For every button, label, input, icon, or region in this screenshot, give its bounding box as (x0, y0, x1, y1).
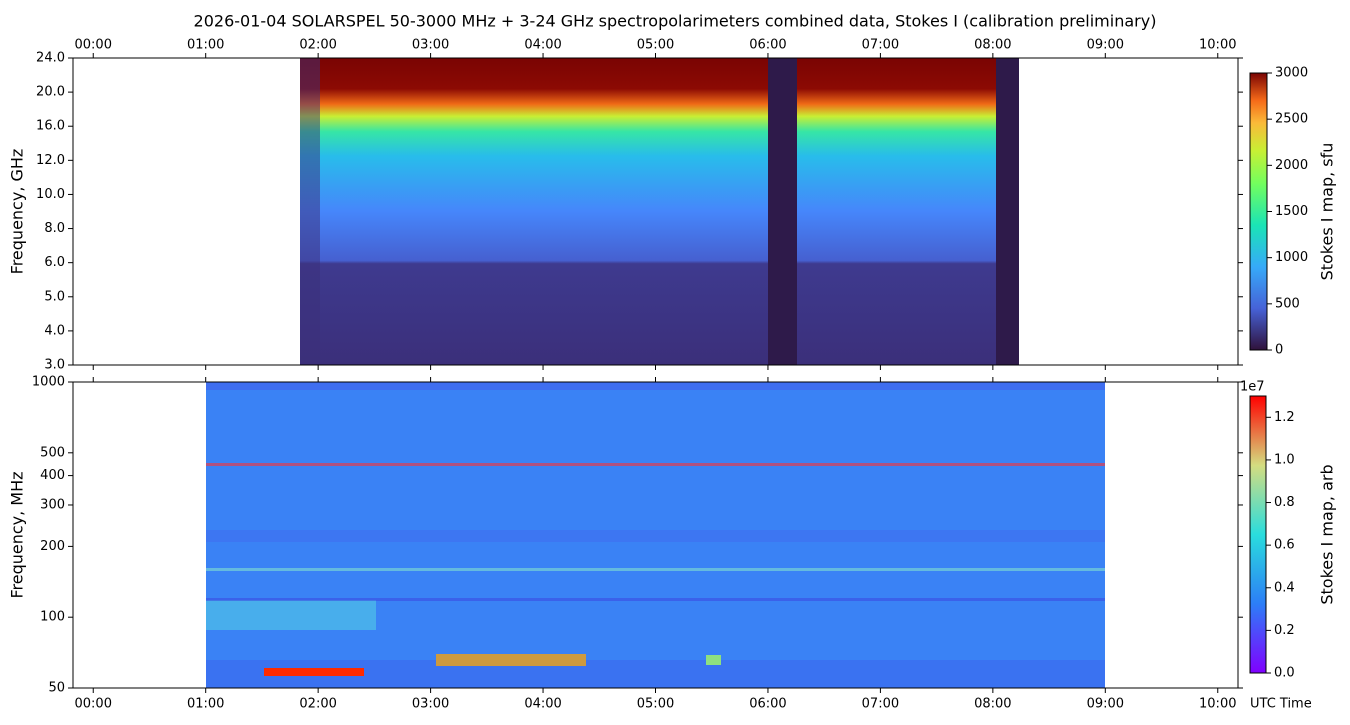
x-tick-label: 06:00 (749, 697, 786, 712)
x-tick-label: 01:00 (187, 697, 224, 712)
colorbar-tick-label: 1.0 (1274, 452, 1295, 467)
x-tick-label: 04:00 (524, 697, 561, 712)
x-tick-label: 03:00 (412, 697, 449, 712)
colorbar-tick-label: 1500 (1275, 204, 1308, 219)
colorbar (1250, 396, 1266, 673)
x-tick-label: 10:00 (1199, 38, 1236, 53)
colorbar-offset: 1e7 (1240, 380, 1265, 395)
x-axis-label: UTC Time (1250, 697, 1312, 712)
x-tick-label: 09:00 (1087, 697, 1124, 712)
x-tick-label: 05:00 (637, 38, 674, 53)
colorbar-tick-label: 500 (1275, 296, 1300, 311)
y-tick-label: 6.0 (44, 255, 65, 270)
x-tick-label: 08:00 (974, 38, 1011, 53)
chart-title: 2026-01-04 SOLARSPEL 50-3000 MHz + 3-24 … (194, 12, 1157, 31)
colorbar (1250, 73, 1267, 350)
colorbar-tick-label: 2000 (1275, 158, 1308, 173)
y-tick-label: 50 (48, 681, 65, 696)
y-tick-label: 100 (40, 610, 65, 625)
y-tick-label: 24.0 (36, 51, 65, 66)
x-tick-label: 05:00 (637, 697, 674, 712)
y-tick-label: 12.0 (36, 153, 65, 168)
colorbar-tick-label: 2500 (1275, 112, 1308, 127)
y-tick-label: 400 (40, 468, 65, 483)
spectrogram-mhz (206, 382, 1105, 688)
colorbar-tick-label: 0.6 (1274, 538, 1295, 553)
spectrogram-ghz (300, 58, 1019, 365)
y-axis-label: Frequency, GHz (8, 149, 27, 275)
x-tick-label: 10:00 (1199, 697, 1236, 712)
y-tick-label: 300 (40, 497, 65, 512)
colorbar-frame (1249, 395, 1267, 674)
colorbar-tick-label: 0.2 (1274, 623, 1295, 638)
x-tick-label: 02:00 (299, 697, 336, 712)
y-axis-label: Frequency, MHz (8, 471, 27, 598)
x-tick-label: 00:00 (75, 38, 112, 53)
y-tick-label: 1000 (32, 375, 65, 390)
y-tick-label: 8.0 (44, 221, 65, 236)
x-tick-label: 07:00 (862, 697, 899, 712)
y-tick-label: 3.0 (44, 358, 65, 373)
colorbar-label: Stokes I map, sfu (1318, 143, 1337, 281)
x-tick-label: 00:00 (75, 697, 112, 712)
colorbar-tick-label: 3000 (1275, 66, 1308, 81)
y-tick-label: 200 (40, 539, 65, 554)
y-tick-label: 10.0 (36, 187, 65, 202)
x-tick-label: 09:00 (1087, 38, 1124, 53)
y-tick-label: 500 (40, 445, 65, 460)
colorbar-label: Stokes I map, arb (1318, 464, 1337, 604)
colorbar-tick-label: 0 (1275, 343, 1283, 358)
colorbar-tick-label: 0.0 (1274, 666, 1295, 681)
y-tick-label: 5.0 (44, 289, 65, 304)
colorbar-tick-label: 1000 (1275, 250, 1308, 265)
x-tick-label: 06:00 (749, 38, 786, 53)
y-tick-label: 20.0 (36, 85, 65, 100)
x-tick-label: 02:00 (299, 38, 336, 53)
y-tick-label: 4.0 (44, 323, 65, 338)
x-tick-label: 07:00 (862, 38, 899, 53)
colorbar-tick-label: 1.2 (1274, 410, 1295, 425)
x-tick-label: 01:00 (187, 38, 224, 53)
x-tick-label: 03:00 (412, 38, 449, 53)
x-tick-label: 08:00 (974, 697, 1011, 712)
y-tick-label: 16.0 (36, 119, 65, 134)
colorbar-tick-label: 0.8 (1274, 495, 1295, 510)
colorbar-tick-label: 0.4 (1274, 580, 1295, 595)
x-tick-label: 04:00 (524, 38, 561, 53)
